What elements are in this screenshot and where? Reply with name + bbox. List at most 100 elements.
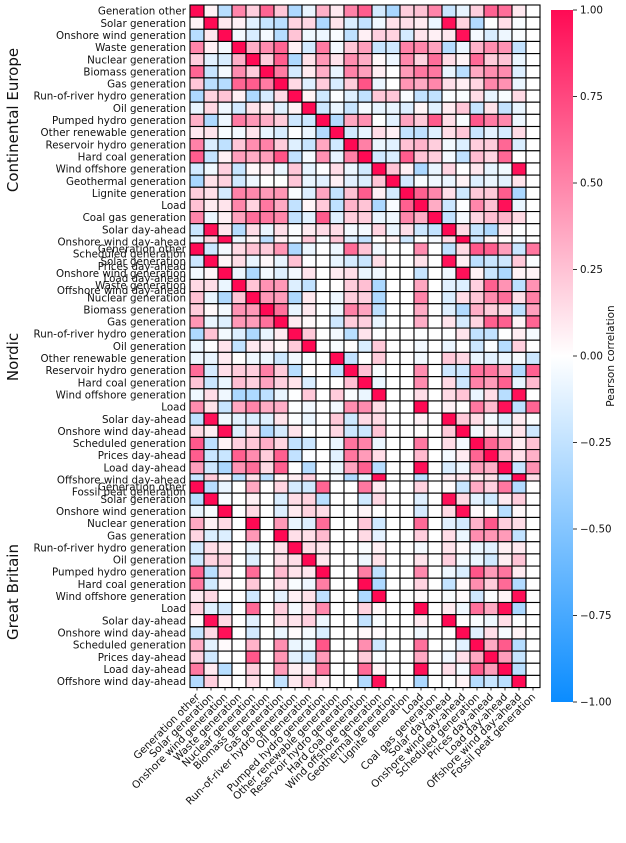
heatmap-cell	[525, 28, 541, 42]
heatmap-cell	[301, 77, 317, 91]
heatmap-cell	[259, 601, 275, 616]
heatmap-cell	[399, 303, 415, 317]
heatmap-cell	[455, 223, 471, 237]
heatmap-cell	[301, 388, 317, 402]
heatmap-cell	[245, 211, 261, 225]
heatmap-cell	[511, 448, 527, 463]
heatmap-cell	[399, 363, 415, 378]
panel-title: Nordic	[4, 333, 22, 381]
heatmap-cell	[217, 363, 233, 378]
heatmap-cell	[385, 614, 401, 628]
heatmap-cell	[483, 113, 499, 128]
heatmap-cell	[189, 662, 205, 676]
heatmap-cell	[315, 315, 331, 329]
heatmap-cell	[511, 138, 527, 152]
heatmap-cell	[441, 327, 457, 341]
heatmap-cell	[259, 529, 275, 543]
heatmap-cell	[385, 650, 401, 664]
heatmap-cell	[301, 626, 317, 640]
heatmap-cell	[245, 363, 261, 378]
heatmap-cell	[301, 4, 317, 18]
heatmap-cell	[203, 266, 219, 280]
heatmap-cell	[483, 626, 499, 640]
heatmap-cell	[525, 101, 541, 115]
heatmap-cell	[287, 541, 303, 555]
heatmap-cell	[273, 125, 289, 140]
heatmap-cell	[203, 53, 219, 67]
heatmap-cell	[441, 89, 457, 103]
heatmap-cell	[525, 186, 541, 200]
heatmap-cell	[273, 198, 289, 213]
heatmap-cell	[441, 266, 457, 280]
heatmap-cell	[371, 376, 387, 390]
heatmap-cell	[217, 388, 233, 402]
heatmap-cell	[469, 351, 485, 366]
heatmap-cell	[315, 4, 331, 18]
heatmap-cell	[217, 662, 233, 676]
heatmap-cell	[217, 113, 233, 128]
heatmap-cell	[343, 113, 359, 128]
heatmap-cell	[231, 674, 247, 689]
heatmap-cell	[371, 339, 387, 353]
heatmap-cell	[287, 553, 303, 567]
heatmap-cell	[413, 541, 429, 555]
heatmap-cell	[189, 412, 205, 426]
heatmap-cell	[399, 626, 415, 640]
row-label: Onshore wind generation	[56, 506, 186, 518]
heatmap-cell	[455, 412, 471, 426]
heatmap-cell	[315, 327, 331, 341]
heatmap-cell	[217, 162, 233, 176]
heatmap-cell	[469, 400, 485, 414]
heatmap-cell	[511, 589, 527, 604]
heatmap-cell	[203, 674, 219, 689]
heatmap-cell	[399, 162, 415, 176]
heatmap-cell	[343, 125, 359, 140]
heatmap-cell	[441, 291, 457, 305]
heatmap-cell	[217, 638, 233, 652]
heatmap-cell	[525, 461, 541, 475]
row-label: Run-of-river hydro generation	[34, 329, 187, 341]
heatmap-cell	[455, 577, 471, 591]
heatmap-cell	[287, 40, 303, 55]
heatmap-cell	[427, 541, 443, 555]
heatmap-cell	[217, 211, 233, 225]
heatmap-cell	[231, 492, 247, 506]
panel-titles: Continental Europe Nordic Great Britain	[4, 48, 22, 640]
heatmap-cell	[497, 351, 513, 366]
heatmap-cell	[427, 327, 443, 341]
heatmap-cell	[385, 186, 401, 200]
heatmap-cell	[427, 388, 443, 402]
heatmap-cell	[329, 614, 345, 628]
heatmap-cell	[413, 327, 429, 341]
heatmap-cell	[511, 541, 527, 555]
heatmap-cell	[315, 28, 331, 42]
heatmap-cell	[371, 492, 387, 506]
heatmap-cell	[385, 626, 401, 640]
heatmap-cell	[511, 388, 527, 402]
heatmap-cell	[413, 65, 429, 79]
heatmap-cell	[189, 400, 205, 414]
heatmap-cell	[217, 516, 233, 531]
heatmap-cell	[399, 529, 415, 543]
heatmap-cell	[273, 626, 289, 640]
heatmap-cell	[287, 186, 303, 200]
heatmap-cell	[385, 291, 401, 305]
heatmap-cell	[371, 363, 387, 378]
heatmap-cell	[357, 16, 373, 30]
heatmap-cell	[259, 242, 275, 256]
heatmap-cell	[399, 4, 415, 18]
heatmap-cell	[203, 601, 219, 616]
heatmap-cell	[273, 662, 289, 676]
heatmap-cell	[203, 480, 219, 494]
heatmap-cell	[497, 186, 513, 200]
heatmap-cell	[217, 101, 233, 115]
heatmap-cell	[455, 638, 471, 652]
row-label: Solar generation	[100, 256, 186, 268]
heatmap-cell	[329, 303, 345, 317]
heatmap-cell	[427, 254, 443, 268]
heatmap-cell	[357, 291, 373, 305]
heatmap-cell	[427, 65, 443, 79]
heatmap-cell	[413, 174, 429, 188]
heatmap-cell	[343, 150, 359, 164]
